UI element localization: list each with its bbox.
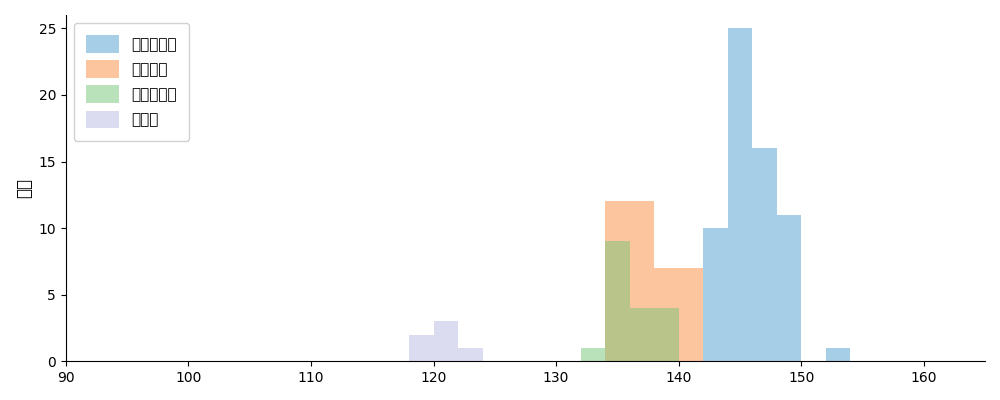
Legend: ストレート, フォーク, スライダー, カーブ: ストレート, フォーク, スライダー, カーブ [74, 23, 189, 140]
Bar [434, 321, 458, 361]
Bar [654, 308, 679, 361]
Bar [777, 215, 801, 361]
Bar [409, 335, 434, 361]
Bar [630, 308, 654, 361]
Bar [703, 228, 728, 361]
Y-axis label: 球数: 球数 [15, 178, 33, 198]
Bar [752, 148, 777, 361]
Bar [581, 348, 605, 361]
Bar [826, 348, 850, 361]
Bar [605, 242, 630, 361]
Bar [654, 268, 679, 361]
Bar [630, 202, 654, 361]
Bar [458, 348, 483, 361]
Bar [605, 202, 630, 361]
Bar [728, 28, 752, 361]
Bar [679, 268, 703, 361]
